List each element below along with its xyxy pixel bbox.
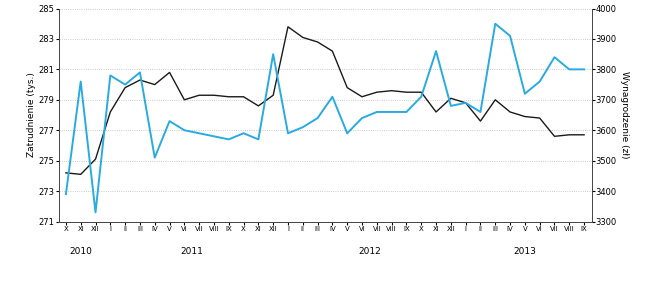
Text: 2013: 2013: [514, 247, 536, 256]
Text: 2012: 2012: [358, 247, 381, 256]
Y-axis label: Zatrudnienie (tys.): Zatrudnienie (tys.): [27, 73, 36, 157]
Text: 2010: 2010: [70, 247, 92, 256]
Y-axis label: Wynagrodzenie (zł): Wynagrodzenie (zł): [619, 71, 629, 159]
Text: 2011: 2011: [180, 247, 203, 256]
